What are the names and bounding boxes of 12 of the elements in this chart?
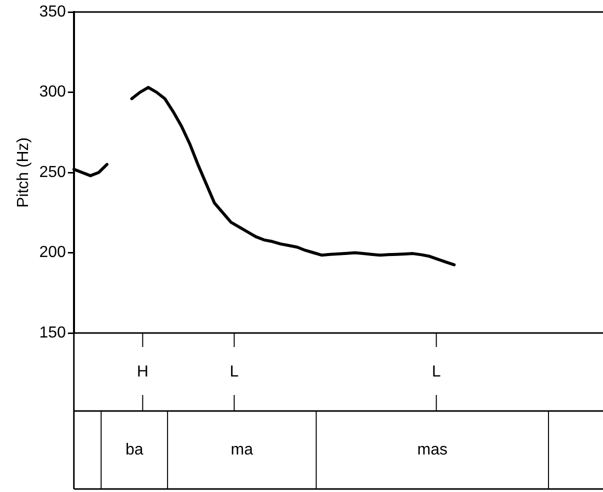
text: mas [417,441,448,458]
text: ma [230,441,254,458]
text: L [432,363,441,380]
y-tick-label: 150 [39,324,66,342]
y-axis-title: Pitch (Hz) [15,137,32,208]
y-tick-label: 250 [39,164,66,181]
text: L [230,363,239,380]
y-tick-label: 200 [39,244,66,262]
y-tick-label: 350 [39,3,66,20]
text: H [136,363,148,380]
y-tick-label: 300 [39,84,66,101]
text: ba [125,441,144,458]
